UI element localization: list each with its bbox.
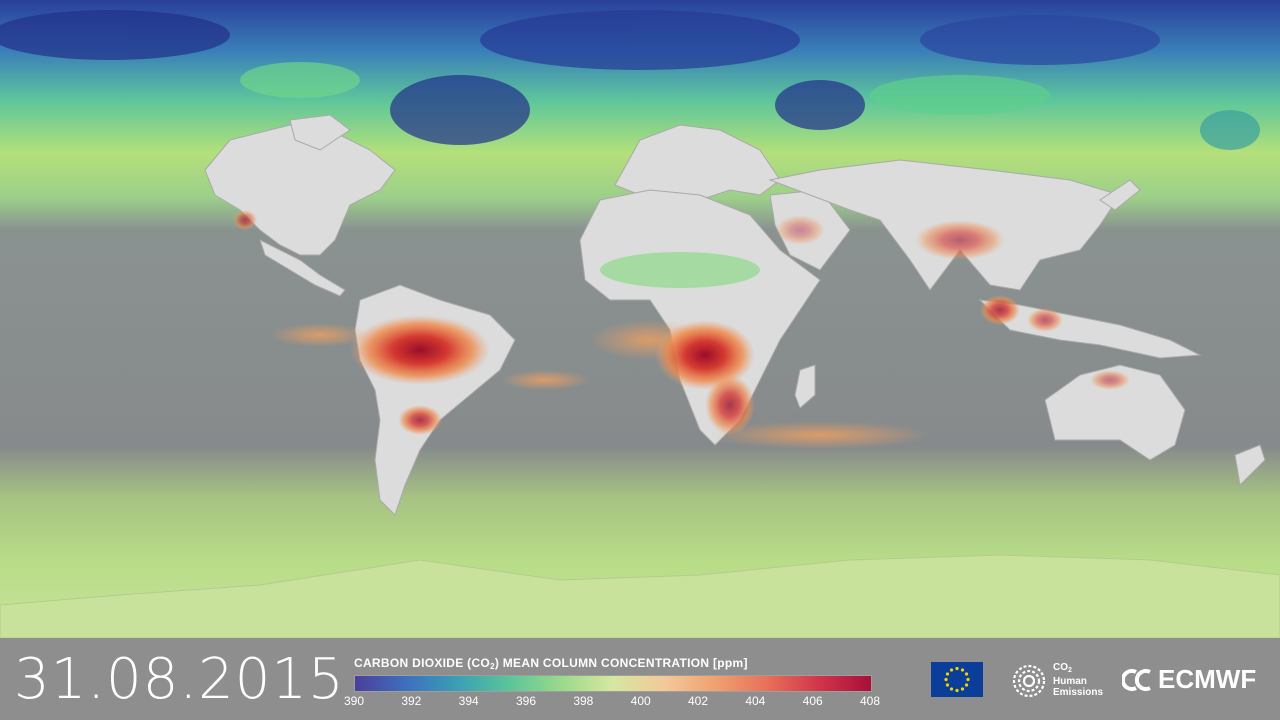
australia xyxy=(1044,364,1186,461)
colorbar-tick-label: 408 xyxy=(859,694,881,708)
colorbar-title-subscript: 2 xyxy=(490,662,495,671)
eu-star xyxy=(960,668,965,672)
colorbar-tick-label: 392 xyxy=(401,694,422,708)
fire-plumes xyxy=(233,210,1130,449)
eu-star xyxy=(964,672,969,676)
date-label: 31.08.2015 xyxy=(14,647,345,712)
ecmwf-text: ECMWF xyxy=(1158,664,1257,694)
colorbar-tick-label: 402 xyxy=(687,694,709,708)
eu-star xyxy=(955,666,959,671)
co2-concentration-map xyxy=(0,0,1280,638)
co2-line3: Emissions xyxy=(1053,687,1104,698)
antarctica xyxy=(0,554,1280,638)
eu-star xyxy=(964,683,969,687)
colorbar-tick-label: 394 xyxy=(458,694,479,708)
eu-star xyxy=(945,683,950,687)
colorbar-tick-label: 398 xyxy=(573,694,594,708)
eu-star xyxy=(949,687,954,691)
colorbar-title-prefix: CARBON DIOXIDE (CO xyxy=(354,656,491,670)
africa xyxy=(579,189,821,446)
eu-flag-icon xyxy=(931,662,983,697)
eu-star xyxy=(945,672,950,676)
co2-human-emissions-text: CO2 Human Emissions xyxy=(1053,662,1103,698)
eu-star xyxy=(966,677,970,682)
madagascar xyxy=(794,364,816,409)
co2-line1: CO xyxy=(1053,662,1068,673)
eu-star xyxy=(949,668,954,672)
eu-star xyxy=(960,687,965,691)
co2-line2: Human xyxy=(1053,676,1087,687)
central-america xyxy=(259,239,346,297)
colorbar-tick-label: 406 xyxy=(802,694,823,708)
colorbar-tick-label: 404 xyxy=(745,694,766,708)
ecmwf-logo-icon xyxy=(1122,668,1151,691)
eu-star xyxy=(944,677,948,682)
northern-swirls xyxy=(0,10,1260,150)
ecmwf-logo: ECMWF xyxy=(1122,664,1256,695)
co2-human-emissions-logo xyxy=(1010,661,1110,701)
eu-star xyxy=(955,688,959,693)
colorbar-title: CARBON DIOXIDE (CO2) MEAN COLUMN CONCENT… xyxy=(354,656,748,671)
new-zealand xyxy=(1234,444,1266,487)
colorbar-tick-label: 390 xyxy=(343,694,365,708)
colorbar-title-suffix: ) MEAN COLUMN CONCENTRATION [ppm] xyxy=(494,656,748,670)
greenland xyxy=(289,114,351,151)
colorbar-tick-label: 400 xyxy=(630,694,651,708)
colorbar xyxy=(354,675,872,692)
co2-line1-sub: 2 xyxy=(1068,667,1072,674)
co2-human-emissions-icon xyxy=(1012,664,1046,698)
colorbar-tick-label: 396 xyxy=(515,694,537,708)
japan xyxy=(1099,179,1141,211)
